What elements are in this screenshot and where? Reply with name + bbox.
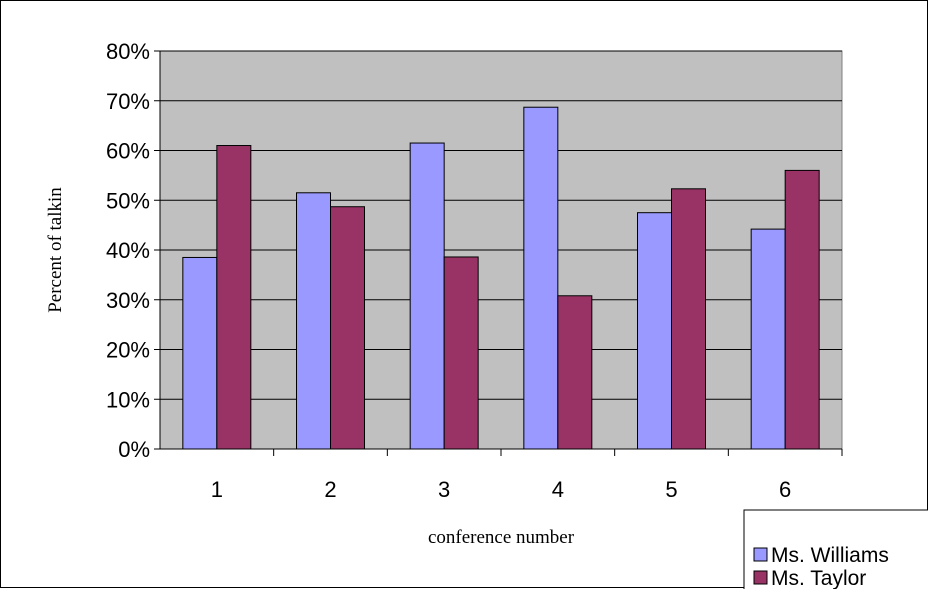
y-tick-label: 60% bbox=[106, 139, 150, 164]
bar-ms-taylor-2 bbox=[330, 206, 365, 450]
legend-label-ms-taylor: Ms. Taylor bbox=[771, 567, 866, 589]
bar-ms-williams-4 bbox=[523, 106, 559, 450]
legend-swatch-ms-williams bbox=[753, 547, 768, 562]
y-tick-label: 10% bbox=[106, 387, 150, 412]
bar-ms-taylor-4 bbox=[557, 295, 593, 450]
bar-ms-taylor-6 bbox=[784, 169, 820, 450]
bar-ms-williams-5 bbox=[637, 212, 672, 450]
y-tick-label: 50% bbox=[106, 188, 150, 213]
bar-ms-williams-2 bbox=[296, 192, 331, 450]
bars bbox=[182, 106, 820, 450]
bar-ms-williams-1 bbox=[182, 256, 218, 450]
y-axis-title: Percent of talkin bbox=[45, 187, 66, 313]
x-tick-label: 2 bbox=[324, 477, 336, 502]
y-tick-label: 30% bbox=[106, 288, 150, 313]
x-tick-label: 1 bbox=[211, 477, 223, 502]
bar-ms-taylor-3 bbox=[443, 256, 479, 450]
x-axis-title: conference number bbox=[428, 527, 575, 548]
y-tick-label: 40% bbox=[106, 238, 150, 263]
bar-ms-taylor-1 bbox=[216, 145, 252, 450]
gridlines bbox=[160, 50, 842, 400]
x-tick-label: 6 bbox=[779, 477, 791, 502]
legend-box bbox=[743, 509, 928, 589]
y-tick-label: 80% bbox=[106, 39, 150, 64]
bar-ms-taylor-5 bbox=[671, 188, 706, 450]
x-tick-label: 4 bbox=[552, 477, 564, 502]
axes bbox=[154, 50, 843, 456]
legend-label-ms-williams: Ms. Williams bbox=[771, 544, 889, 567]
y-tick-label: 70% bbox=[106, 89, 150, 114]
x-tick-label: 5 bbox=[665, 477, 677, 502]
x-tick-label: 3 bbox=[438, 477, 450, 502]
x-tick-labels: 1 2 3 4 5 6 bbox=[211, 477, 792, 502]
bar-ms-williams-3 bbox=[409, 142, 445, 450]
y-tick-labels: 0% 10% 20% 30% 40% 50% 60% 70% 80% bbox=[106, 39, 150, 462]
legend-swatch-ms-taylor bbox=[753, 570, 768, 585]
legend: Ms. Williams Ms. Taylor bbox=[743, 509, 928, 589]
bar-ms-williams-6 bbox=[750, 228, 786, 450]
y-tick-label: 20% bbox=[106, 338, 150, 363]
y-tick-label: 0% bbox=[118, 437, 150, 462]
